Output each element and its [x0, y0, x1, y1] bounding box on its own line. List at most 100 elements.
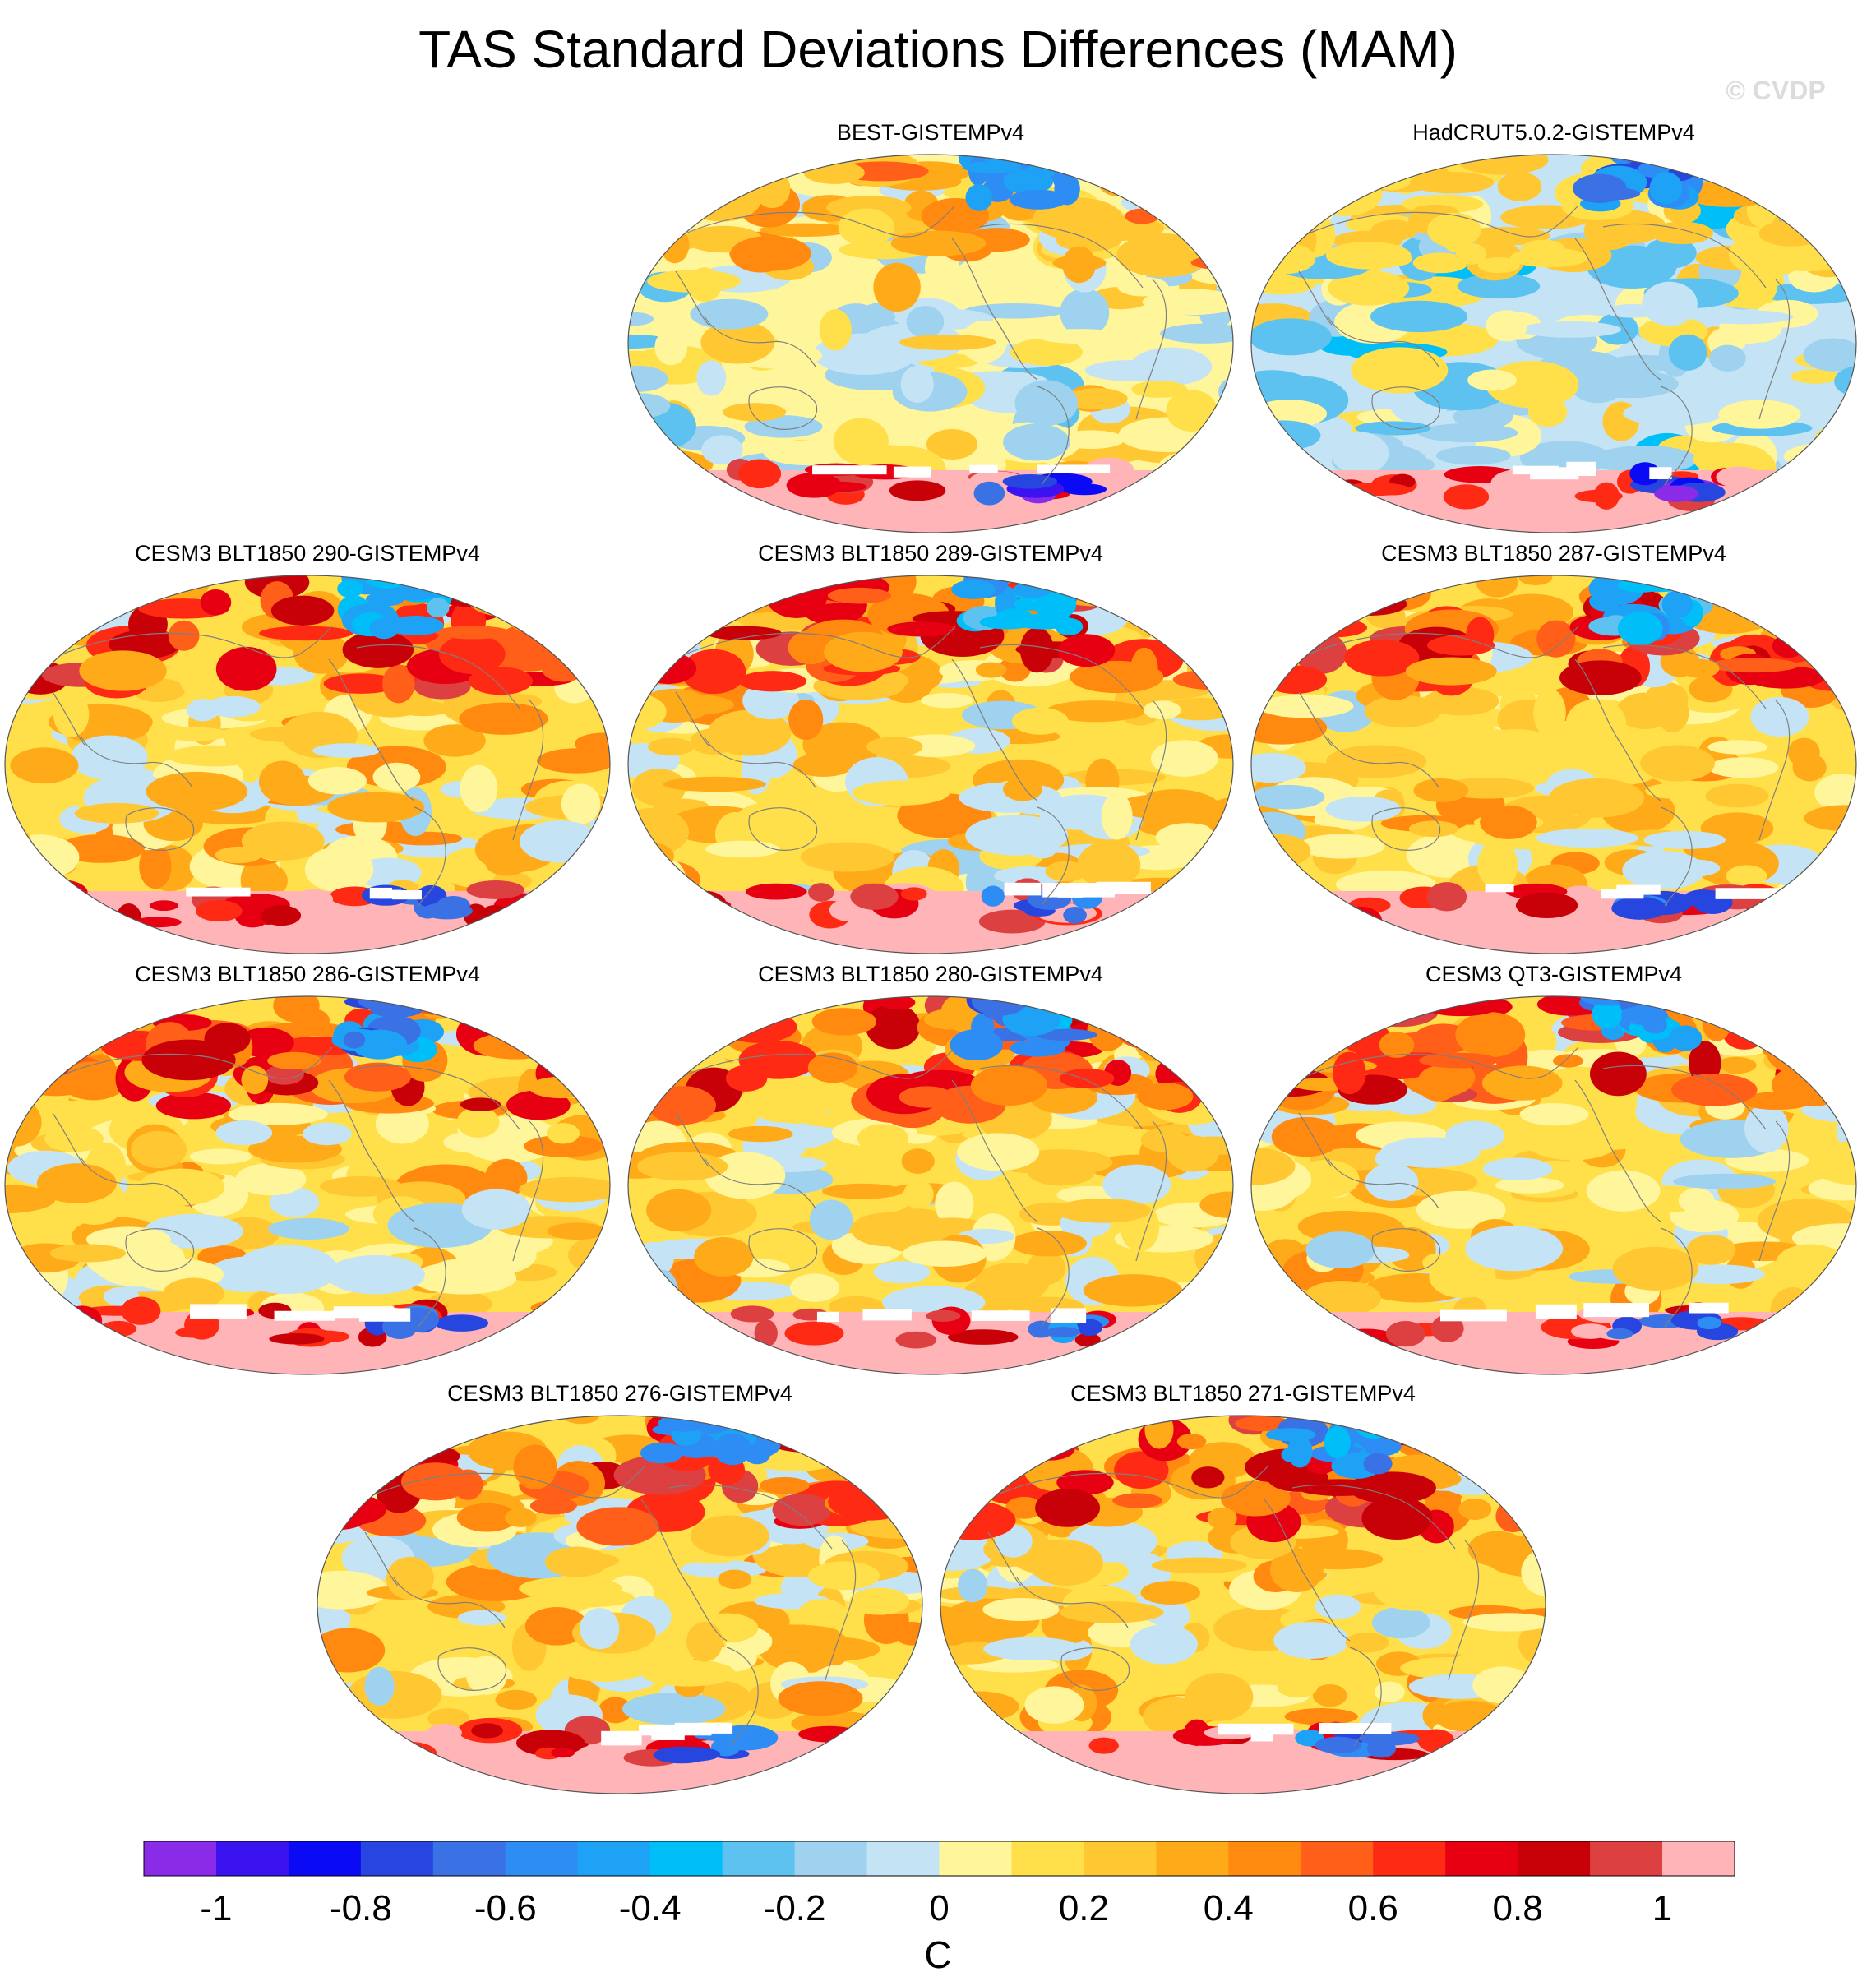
map-contour-patch: [1486, 310, 1528, 342]
map-contour-patch: [1117, 276, 1169, 297]
map-contour-patch: [1150, 1027, 1227, 1045]
missing-data-gap: [190, 1304, 247, 1319]
map-contour-patch: [1263, 190, 1336, 215]
antarctic-anomaly-patch: [1716, 466, 1763, 488]
map-contour-patch: [1495, 1176, 1564, 1194]
northern-anomaly-patch: [1512, 1505, 1546, 1526]
map-contour-patch: [1155, 823, 1220, 852]
northern-anomaly-patch: [970, 1065, 1048, 1106]
map-contour-patch: [1199, 1269, 1233, 1305]
coastline: [1327, 1157, 1439, 1209]
arctic-anomaly-patch: [951, 580, 996, 599]
map-contour-patch: [131, 1130, 187, 1169]
map-contour-patch: [851, 1212, 922, 1247]
map-contour-patch: [411, 1261, 517, 1295]
map-plot: [1250, 575, 1857, 954]
map-contour-patch: [873, 1444, 922, 1476]
northern-anomaly-patch: [1456, 243, 1487, 265]
coastline: [979, 223, 1144, 289]
map-contour-patch: [1273, 1622, 1349, 1659]
map-contour-patch: [746, 1074, 816, 1123]
colorbar-bin: [794, 1841, 868, 1876]
panel-title: HadCRUT5.0.2-GISTEMPv4: [1412, 120, 1695, 145]
colorbar-bin: [939, 1841, 1012, 1876]
northern-anomaly-patch: [640, 652, 697, 685]
map-contour-patch: [1251, 1265, 1282, 1281]
antarctic-anomaly-patch: [965, 1744, 992, 1775]
northern-anomaly-patch: [822, 1422, 850, 1462]
northern-anomaly-patch: [435, 626, 511, 640]
map-contour-patch: [1251, 427, 1292, 465]
map-contour-patch: [1083, 1274, 1183, 1307]
coastline: [1371, 386, 1441, 430]
map-panel-blt1850-289: CESM3 BLT1850 289-GISTEMPv4: [626, 539, 1235, 967]
map-contour-patch: [1131, 381, 1188, 398]
northern-anomaly-patch: [923, 1009, 980, 1030]
map-contour-patch: [1185, 776, 1233, 791]
northern-anomaly-patch: [1164, 1026, 1193, 1055]
map-contour-patch: [1003, 423, 1070, 461]
coastline: [348, 1466, 645, 1508]
map-contour-patch: [1809, 184, 1856, 204]
map-contour-patch: [1623, 400, 1723, 427]
colorbar-bin: [1445, 1841, 1518, 1876]
map-contour-patch: [1580, 369, 1679, 399]
coastline: [704, 316, 816, 367]
map-contour-patch: [519, 1577, 623, 1600]
northern-anomaly-patch: [1184, 160, 1233, 181]
antarctic-anomaly-patch: [1430, 1314, 1464, 1342]
map-contour-patch: [568, 866, 610, 906]
missing-data-gap: [1037, 464, 1111, 473]
northern-anomaly-patch: [5, 613, 34, 648]
coastline: [512, 1120, 544, 1262]
antarctic-negative-patch: [663, 1747, 721, 1762]
coastline: [1574, 1079, 1661, 1222]
map-contour-patch: [718, 1569, 752, 1590]
antarctic-anomaly-patch: [1481, 1326, 1539, 1356]
map-outline: [1250, 995, 1857, 1375]
coastline: [675, 1112, 709, 1167]
northern-anomaly-patch: [357, 1429, 442, 1458]
map-contour-patch: [636, 457, 698, 477]
northern-anomaly-patch: [293, 632, 349, 674]
northern-anomaly-patch: [766, 577, 827, 618]
antarctic-anomaly-patch: [659, 1310, 717, 1337]
antarctic-anomaly-patch: [745, 883, 807, 900]
antarctic-anomaly-patch: [1251, 894, 1286, 918]
missing-data-gap: [1440, 1309, 1507, 1322]
northern-anomaly-patch: [1455, 1012, 1526, 1058]
map-contour-patch: [571, 620, 610, 645]
northern-anomaly-patch: [401, 1462, 471, 1501]
map-contour-patch: [303, 1122, 352, 1146]
map-contour-patch: [1084, 359, 1175, 381]
map-contour-patch: [1269, 1548, 1324, 1593]
northern-anomaly-patch: [575, 1039, 610, 1084]
panel-title: CESM3 BLT1850 290-GISTEMPv4: [135, 541, 480, 566]
map-contour-patch: [1668, 334, 1707, 371]
map-outline: [627, 154, 1234, 533]
map-contour-patch: [1144, 700, 1181, 720]
coastline: [1574, 658, 1661, 801]
missing-data-gap: [1601, 889, 1644, 899]
map-contour-patch: [561, 783, 601, 824]
missing-data-gap: [812, 465, 887, 475]
colorbar-bin: [1518, 1841, 1591, 1876]
coastline: [364, 1531, 399, 1586]
map-contour-patch: [1182, 629, 1233, 669]
antarctic-anomaly-patch: [628, 488, 687, 500]
map-plot: [317, 1415, 923, 1794]
map-contour-patch: [1101, 792, 1133, 840]
northern-anomaly-patch: [1325, 242, 1412, 270]
map-contour-patch: [561, 1047, 602, 1092]
northern-anomaly-patch: [49, 575, 138, 593]
northern-anomaly-patch: [1251, 1050, 1278, 1075]
northern-anomaly-patch: [1095, 155, 1137, 196]
map-contour-patch: [347, 1670, 442, 1719]
map-contour-patch: [26, 621, 70, 650]
northern-anomaly-patch: [1810, 1055, 1847, 1078]
map-contour-patch: [1478, 729, 1553, 755]
coastline: [1371, 1228, 1441, 1272]
map-contour-patch: [258, 760, 306, 803]
panel-title: BEST-GISTEMPv4: [836, 120, 1025, 145]
coastline: [1660, 386, 1693, 486]
